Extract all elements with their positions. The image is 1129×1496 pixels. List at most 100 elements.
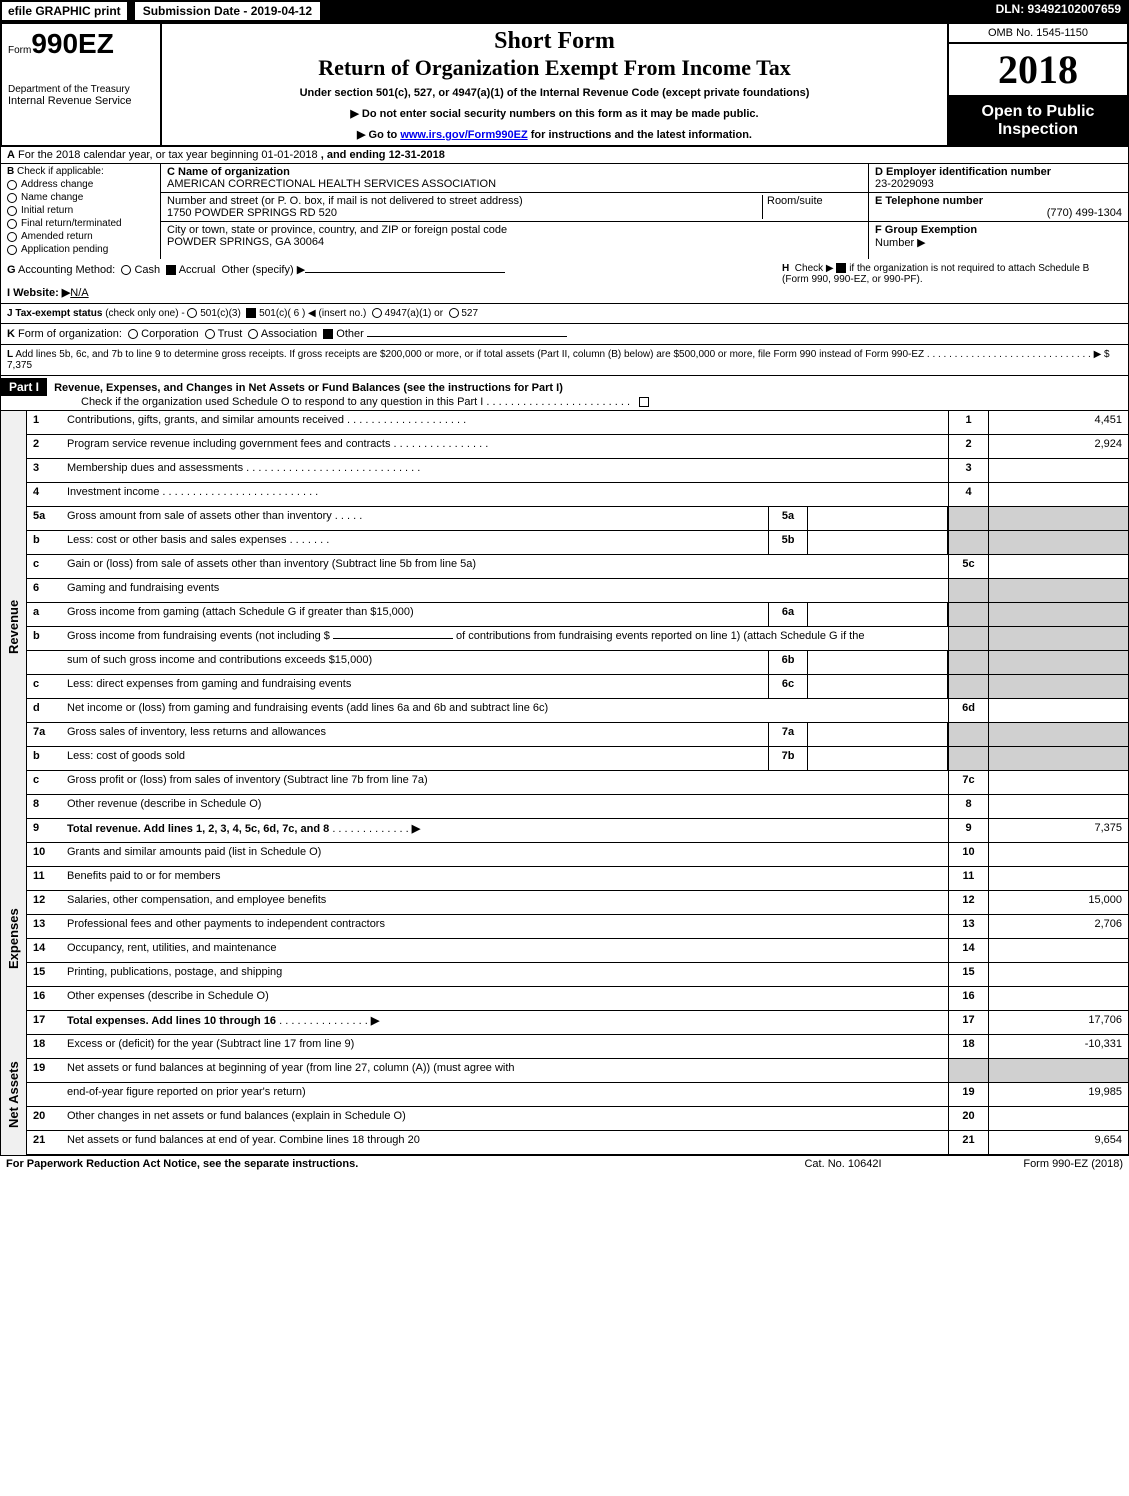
mn7a: 7a — [768, 723, 808, 746]
chk-assoc[interactable] — [248, 329, 258, 339]
arrow-ssn: ▶ Do not enter social security numbers o… — [166, 107, 943, 120]
col-b-title: Check if applicable: — [17, 166, 104, 177]
irs-link[interactable]: www.irs.gov/Form990EZ — [400, 129, 527, 141]
chk-final-return[interactable] — [7, 219, 17, 229]
ln17: 17 — [27, 1011, 63, 1034]
lbl-name-change: Name change — [21, 192, 83, 203]
chk-amended-return[interactable] — [7, 232, 17, 242]
lbl-address-change: Address change — [21, 179, 93, 190]
lbl-initial-return: Initial return — [21, 205, 73, 216]
chk-h[interactable] — [836, 263, 846, 273]
ln6c: c — [27, 675, 63, 698]
ld11: Benefits paid to or for members — [63, 867, 948, 890]
ln2: 2 — [27, 435, 63, 458]
ld14: Occupancy, rent, utilities, and maintena… — [63, 939, 948, 962]
ld9: Total revenue. Add lines 1, 2, 3, 4, 5c,… — [63, 819, 948, 842]
footer-form: Form 990-EZ (2018) — [943, 1158, 1123, 1170]
street-label: Number and street (or P. O. box, if mail… — [167, 195, 762, 207]
line-6d: dNet income or (loss) from gaming and fu… — [26, 699, 1129, 723]
chk-address-change[interactable] — [7, 180, 17, 190]
chk-cash[interactable] — [121, 265, 131, 275]
g-text: Accounting Method: — [18, 264, 115, 276]
other-specify-input[interactable] — [305, 272, 505, 273]
j-label: J Tax-exempt status — [7, 308, 102, 319]
chk-application-pending[interactable] — [7, 245, 17, 255]
chk-501c[interactable] — [246, 308, 256, 318]
irs: Internal Revenue Service — [8, 95, 154, 107]
h-text3: (Form 990, 990-EZ, or 990-PF). — [782, 274, 923, 285]
ev6c — [988, 675, 1128, 698]
lbl-final-return: Final return/terminated — [21, 218, 122, 229]
line-8: 8Other revenue (describe in Schedule O)8 — [26, 795, 1129, 819]
ev9: 7,375 — [988, 819, 1128, 842]
mn6b: 6b — [768, 651, 808, 674]
chk-initial-return[interactable] — [7, 206, 17, 216]
l-label: L — [7, 349, 13, 360]
ln10: 10 — [27, 843, 63, 866]
chk-trust[interactable] — [205, 329, 215, 339]
ln21: 21 — [27, 1131, 63, 1154]
expenses-section: Expenses 10Grants and similar amounts pa… — [0, 843, 1129, 1035]
h-text2: if the organization is not required to a… — [849, 263, 1089, 274]
en7c: 7c — [948, 771, 988, 794]
row-a-text: For the 2018 calendar year, or tax year … — [18, 149, 318, 161]
en4: 4 — [948, 483, 988, 506]
ln8: 8 — [27, 795, 63, 818]
ld20: Other changes in net assets or fund bala… — [63, 1107, 948, 1130]
mn7b: 7b — [768, 747, 808, 770]
arrow9: ▶ — [412, 823, 420, 835]
en11: 11 — [948, 867, 988, 890]
line-7c: cGross profit or (loss) from sales of in… — [26, 771, 1129, 795]
ld19b: end-of-year figure reported on prior yea… — [63, 1083, 948, 1106]
open-public: Open to Public Inspection — [949, 97, 1127, 145]
street-value: 1750 POWDER SPRINGS RD 520 — [167, 207, 762, 219]
ln15: 15 — [27, 963, 63, 986]
ev19 — [988, 1059, 1128, 1082]
fundraising-amt-input[interactable] — [333, 638, 453, 639]
col-de: D Employer identification number 23-2029… — [868, 164, 1128, 259]
ln14: 14 — [27, 939, 63, 962]
part-1-label: Part I — [1, 378, 47, 396]
chk-accrual[interactable] — [166, 265, 176, 275]
en17: 17 — [948, 1011, 988, 1034]
footer: For Paperwork Reduction Act Notice, see … — [0, 1155, 1129, 1172]
d-label: D Employer identification number — [875, 166, 1051, 178]
chk-501c3[interactable] — [187, 308, 197, 318]
ld7b: Less: cost of goods sold — [63, 747, 768, 770]
ld3: Membership dues and assessments . . . . … — [63, 459, 948, 482]
footer-cat: Cat. No. 10642I — [743, 1158, 943, 1170]
line-13: 13Professional fees and other payments t… — [26, 915, 1129, 939]
chk-other[interactable] — [323, 329, 333, 339]
spacer — [322, 0, 987, 22]
ev14 — [988, 939, 1128, 962]
ld16: Other expenses (describe in Schedule O) — [63, 987, 948, 1010]
header-left: Form990EZ Department of the Treasury Int… — [2, 24, 162, 145]
chk-527[interactable] — [449, 308, 459, 318]
line-16: 16Other expenses (describe in Schedule O… — [26, 987, 1129, 1011]
ln9: 9 — [27, 819, 63, 842]
line-6c: cLess: direct expenses from gaming and f… — [26, 675, 1129, 699]
part-1-header: Part I Revenue, Expenses, and Changes in… — [0, 376, 1129, 411]
en7a — [948, 723, 988, 746]
chk-corp[interactable] — [128, 329, 138, 339]
line-5c: cGain or (loss) from sale of assets othe… — [26, 555, 1129, 579]
line-17: 17Total expenses. Add lines 10 through 1… — [26, 1011, 1129, 1035]
ev5a — [988, 507, 1128, 530]
other-org-input[interactable] — [367, 336, 567, 337]
efile-print-button[interactable]: efile GRAPHIC print — [0, 0, 129, 22]
revenue-label: Revenue — [0, 411, 26, 843]
open-public-1: Open to Public — [953, 103, 1123, 121]
ld6a: Gross income from gaming (attach Schedul… — [63, 603, 768, 626]
ln11: 11 — [27, 867, 63, 890]
en19b: 19 — [948, 1083, 988, 1106]
ev16 — [988, 987, 1128, 1010]
ld2: Program service revenue including govern… — [63, 435, 948, 458]
chk-name-change[interactable] — [7, 193, 17, 203]
lbl-4947: 4947(a)(1) or — [385, 308, 443, 319]
under-section: Under section 501(c), 527, or 4947(a)(1)… — [166, 87, 943, 99]
row-l: L Add lines 5b, 6c, and 7b to line 9 to … — [0, 345, 1129, 376]
chk-schedule-o[interactable] — [639, 397, 649, 407]
form-header: Form990EZ Department of the Treasury Int… — [0, 22, 1129, 147]
part-1-title: Revenue, Expenses, and Changes in Net As… — [50, 382, 563, 394]
chk-4947[interactable] — [372, 308, 382, 318]
